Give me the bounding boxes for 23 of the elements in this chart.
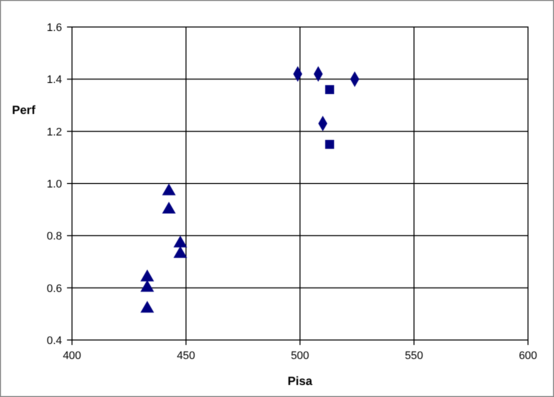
y-tick-label: 0.4	[46, 335, 62, 347]
point	[325, 85, 334, 94]
x-tick-label: 450	[176, 350, 196, 362]
x-tick-label: 550	[404, 350, 424, 362]
y-tick-label: 0.8	[46, 230, 62, 243]
x-tick-label: 600	[518, 350, 538, 362]
y-tick-label: 1.2	[46, 126, 62, 138]
point	[140, 280, 154, 292]
x-tick-label: 400	[62, 350, 82, 362]
y-tick-label: 1.4	[46, 74, 62, 86]
point	[162, 202, 176, 214]
y-axis-title: Perf	[12, 103, 36, 117]
point	[140, 270, 154, 282]
point	[174, 236, 188, 248]
y-tick-label: 0.6	[46, 282, 62, 295]
point	[162, 183, 176, 196]
x-tick-label: 500	[290, 350, 310, 362]
x-axis-title: Pisa	[288, 374, 313, 388]
y-tick-label: 1.6	[46, 22, 62, 34]
point	[140, 300, 154, 313]
point	[174, 246, 188, 258]
point	[325, 140, 334, 149]
y-tick-label: 1.0	[46, 178, 62, 190]
